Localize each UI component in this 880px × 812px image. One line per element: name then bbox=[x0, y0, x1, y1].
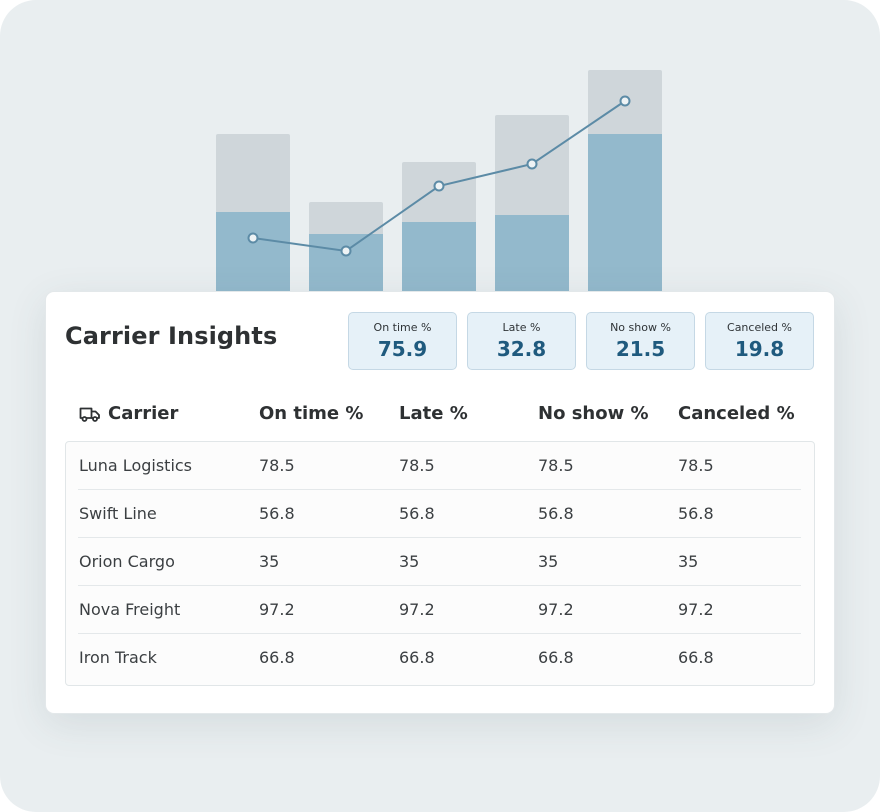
chart-bar-fill bbox=[402, 222, 476, 298]
stat-late: Late % 32.8 bbox=[467, 312, 576, 370]
column-header-no-show[interactable]: No show % bbox=[538, 403, 649, 424]
stat-canceled: Canceled % 19.8 bbox=[705, 312, 814, 370]
chart-bar-fill bbox=[216, 212, 290, 298]
cell-late: 97.2 bbox=[399, 600, 435, 619]
cell-carrier: Iron Track bbox=[79, 648, 157, 667]
stat-on-time: On time % 75.9 bbox=[348, 312, 457, 370]
cell-late: 35 bbox=[399, 552, 420, 571]
column-header-carrier[interactable]: Carrier bbox=[108, 403, 179, 424]
table-row[interactable]: Iron Track 66.8 66.8 66.8 66.8 bbox=[78, 634, 801, 682]
cell-no-show: 78.5 bbox=[538, 456, 574, 475]
chart-point bbox=[526, 158, 538, 170]
cell-no-show: 97.2 bbox=[538, 600, 574, 619]
table-row[interactable]: Luna Logistics 78.5 78.5 78.5 78.5 bbox=[78, 442, 801, 490]
stat-value: 19.8 bbox=[734, 337, 785, 361]
cell-no-show: 66.8 bbox=[538, 648, 574, 667]
cell-on-time: 56.8 bbox=[259, 504, 295, 523]
table-body: Luna Logistics 78.5 78.5 78.5 78.5 Swift… bbox=[65, 441, 815, 686]
card-title: Carrier Insights bbox=[65, 322, 278, 350]
stat-label: On time % bbox=[373, 321, 432, 334]
cell-canceled: 97.2 bbox=[678, 600, 714, 619]
cell-carrier: Nova Freight bbox=[79, 600, 181, 619]
stat-label: No show % bbox=[610, 321, 671, 334]
cell-on-time: 97.2 bbox=[259, 600, 295, 619]
cell-late: 66.8 bbox=[399, 648, 435, 667]
cell-no-show: 56.8 bbox=[538, 504, 574, 523]
chart-bar-fill bbox=[309, 234, 383, 298]
cell-on-time: 66.8 bbox=[259, 648, 295, 667]
cell-canceled: 56.8 bbox=[678, 504, 714, 523]
cell-carrier: Orion Cargo bbox=[79, 552, 175, 571]
chart-point bbox=[340, 245, 352, 257]
chart-point bbox=[433, 180, 445, 192]
cell-late: 56.8 bbox=[399, 504, 435, 523]
column-header-canceled[interactable]: Canceled % bbox=[678, 403, 795, 424]
cell-canceled: 35 bbox=[678, 552, 699, 571]
stat-label: Late % bbox=[502, 321, 541, 334]
cell-late: 78.5 bbox=[399, 456, 435, 475]
cell-carrier: Luna Logistics bbox=[79, 456, 193, 475]
cell-carrier: Swift Line bbox=[79, 504, 157, 523]
cell-canceled: 78.5 bbox=[678, 456, 714, 475]
stat-label: Canceled % bbox=[727, 321, 792, 334]
table-header: Carrier On time % Late % No show % Cance… bbox=[46, 400, 834, 430]
chart-bar-fill bbox=[495, 215, 569, 298]
table-row[interactable]: Orion Cargo 35 35 35 35 bbox=[78, 538, 801, 586]
stat-value: 75.9 bbox=[377, 337, 428, 361]
truck-icon bbox=[79, 405, 101, 427]
stat-no-show: No show % 21.5 bbox=[586, 312, 695, 370]
cell-no-show: 35 bbox=[538, 552, 559, 571]
chart-bar-fill bbox=[588, 134, 662, 298]
table-row[interactable]: Nova Freight 97.2 97.2 97.2 97.2 bbox=[78, 586, 801, 634]
cell-on-time: 78.5 bbox=[259, 456, 295, 475]
chart-point bbox=[247, 232, 259, 244]
column-header-late[interactable]: Late % bbox=[399, 403, 468, 424]
stat-value: 21.5 bbox=[615, 337, 666, 361]
carrier-insights-card: Carrier Insights On time % 75.9 Late % 3… bbox=[46, 292, 834, 713]
background-chart bbox=[216, 70, 662, 298]
cell-canceled: 66.8 bbox=[678, 648, 714, 667]
column-header-on-time[interactable]: On time % bbox=[259, 403, 364, 424]
chart-point bbox=[619, 95, 631, 107]
cell-on-time: 35 bbox=[259, 552, 280, 571]
table-row[interactable]: Swift Line 56.8 56.8 56.8 56.8 bbox=[78, 490, 801, 538]
stat-summary: On time % 75.9 Late % 32.8 No show % 21.… bbox=[348, 312, 814, 370]
stat-value: 32.8 bbox=[496, 337, 547, 361]
